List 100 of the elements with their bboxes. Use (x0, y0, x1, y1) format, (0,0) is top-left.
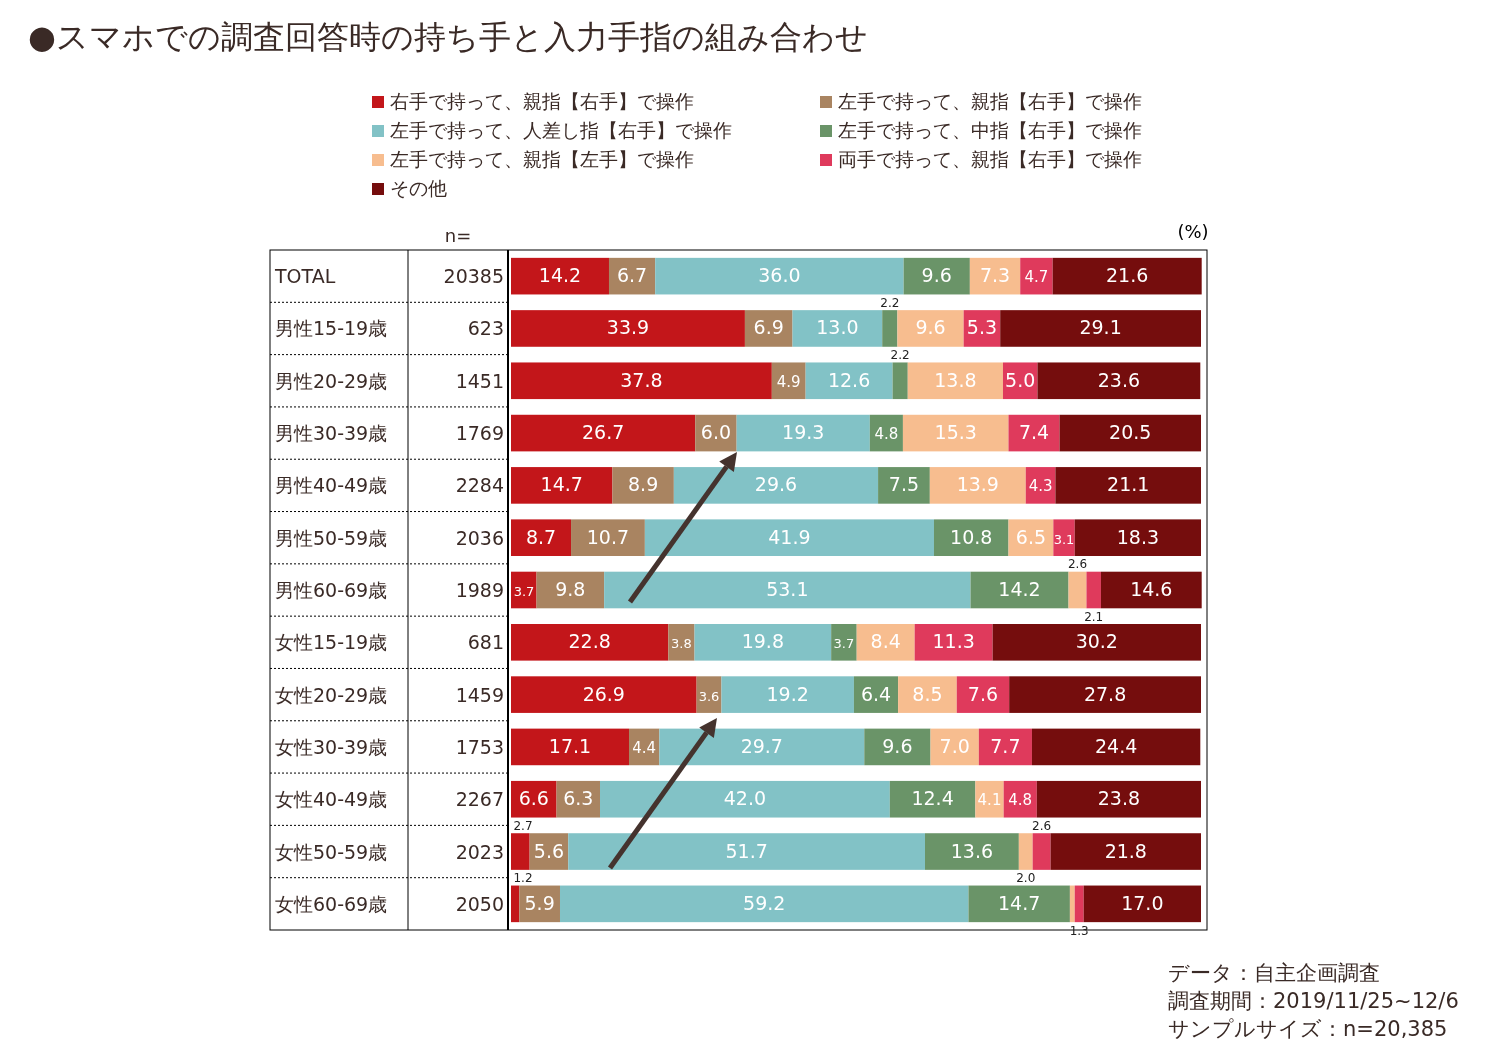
data-label: 51.7 (725, 839, 768, 862)
bar (933, 519, 1009, 556)
data-label: 24.4 (1094, 734, 1138, 757)
data-label: 4.8 (874, 425, 899, 444)
y-tick-label: 男性50-59歳 (275, 526, 388, 549)
data-label: 9.6 (915, 316, 946, 339)
bar (856, 624, 915, 661)
legend-label: その他 (390, 177, 447, 199)
data-label: 2.1 (1084, 609, 1104, 624)
data-label: 19.3 (782, 421, 825, 444)
bar (902, 414, 1009, 452)
data-label: 33.9 (606, 316, 650, 339)
legend-label: 左手で持って、親指【右手】で操作 (838, 90, 1142, 112)
data-label: 20.5 (1109, 421, 1152, 444)
legend-label: 左手で持って、人差し指【右手】で操作 (390, 119, 732, 141)
bar (1008, 414, 1060, 452)
data-label: 27.8 (1083, 682, 1127, 705)
text: 20385 (443, 265, 504, 288)
data-label: 9.6 (882, 734, 913, 757)
text: 2023 (455, 840, 504, 863)
bar (1050, 833, 1201, 870)
bar (898, 676, 957, 713)
data-label: 6.9 (753, 316, 784, 339)
data-label: 6.7 (616, 264, 648, 287)
data-label: 7.7 (990, 734, 1021, 757)
bar (511, 624, 669, 661)
data-label: 6.6 (518, 787, 549, 810)
bar (571, 519, 645, 556)
bar (992, 624, 1201, 661)
data-label: 2.2 (890, 348, 910, 363)
text: 1753 (455, 735, 504, 758)
bar (1055, 467, 1201, 504)
bar (511, 414, 696, 452)
bar (668, 624, 695, 661)
data-label: 2.7 (513, 818, 533, 833)
data-label: 17.1 (548, 734, 592, 757)
data-label: 17.0 (1121, 891, 1164, 914)
bar (864, 728, 931, 766)
y-tick-label: 女性15-19歳 (275, 631, 388, 654)
bar (805, 362, 893, 400)
data-label: 10.8 (950, 525, 993, 548)
bar (511, 833, 530, 870)
data-label: 6.0 (700, 421, 732, 444)
data-label: 2.6 (1032, 818, 1052, 833)
bar (889, 780, 976, 818)
bar (744, 310, 793, 347)
data-label: 13.6 (950, 839, 994, 862)
data-label: 3.8 (671, 636, 692, 652)
bar (1069, 885, 1075, 923)
bar (511, 676, 697, 713)
data-label: 2.6 (1067, 557, 1088, 572)
bar (568, 833, 925, 870)
data-label: 1.2 (513, 871, 533, 886)
bar (644, 519, 934, 556)
bar (673, 467, 879, 504)
y-tick-label: 男性40-49歳 (275, 474, 388, 497)
data-label: 13.8 (934, 368, 977, 391)
bar (1036, 780, 1201, 818)
bar (511, 467, 613, 504)
bar (792, 310, 883, 347)
data-label: 21.1 (1107, 473, 1150, 496)
y-tick-label: 男性20-29歳 (275, 369, 388, 392)
legend-label: 左手で持って、中指【右手】で操作 (838, 119, 1142, 141)
bar (1000, 310, 1201, 347)
text: 1451 (455, 369, 504, 392)
bar (1083, 885, 1201, 923)
data-label: 4.8 (1008, 791, 1033, 810)
data-label: 19.2 (766, 682, 809, 705)
bar (1068, 571, 1087, 609)
data-label: 29.1 (1079, 316, 1122, 339)
bar (511, 571, 537, 609)
bar (1100, 571, 1202, 609)
data-label: 5.0 (1005, 368, 1036, 391)
data-label: 8.7 (525, 525, 557, 548)
bar (1020, 257, 1053, 295)
bar (831, 624, 857, 661)
bar (1059, 414, 1201, 452)
bar (1018, 833, 1033, 870)
bar (511, 257, 609, 295)
bar (721, 676, 854, 713)
data-label: 10.7 (586, 525, 630, 548)
text: 1769 (455, 422, 504, 445)
bar (1052, 257, 1202, 295)
bar (511, 519, 572, 556)
data-label: 18.3 (1116, 525, 1160, 548)
data-label: 14.2 (998, 578, 1041, 600)
bar (604, 571, 971, 609)
legend-label: 左手で持って、親指【左手】で操作 (390, 148, 694, 170)
bar (511, 728, 629, 766)
data-label: 19.8 (741, 630, 785, 653)
data-label: 4.1 (977, 791, 1002, 810)
data-label: 7.0 (939, 734, 970, 757)
data-label: 14.7 (540, 473, 583, 496)
bar (903, 257, 970, 295)
data-label: 30.2 (1075, 630, 1118, 653)
text: サンプルサイズ：n=20,385 (1168, 1017, 1448, 1041)
y-tick-label: 女性60-69歳 (275, 892, 388, 915)
data-label: 23.8 (1097, 787, 1141, 810)
data-label: 13.9 (956, 473, 999, 496)
data-label: 7.5 (888, 473, 920, 496)
